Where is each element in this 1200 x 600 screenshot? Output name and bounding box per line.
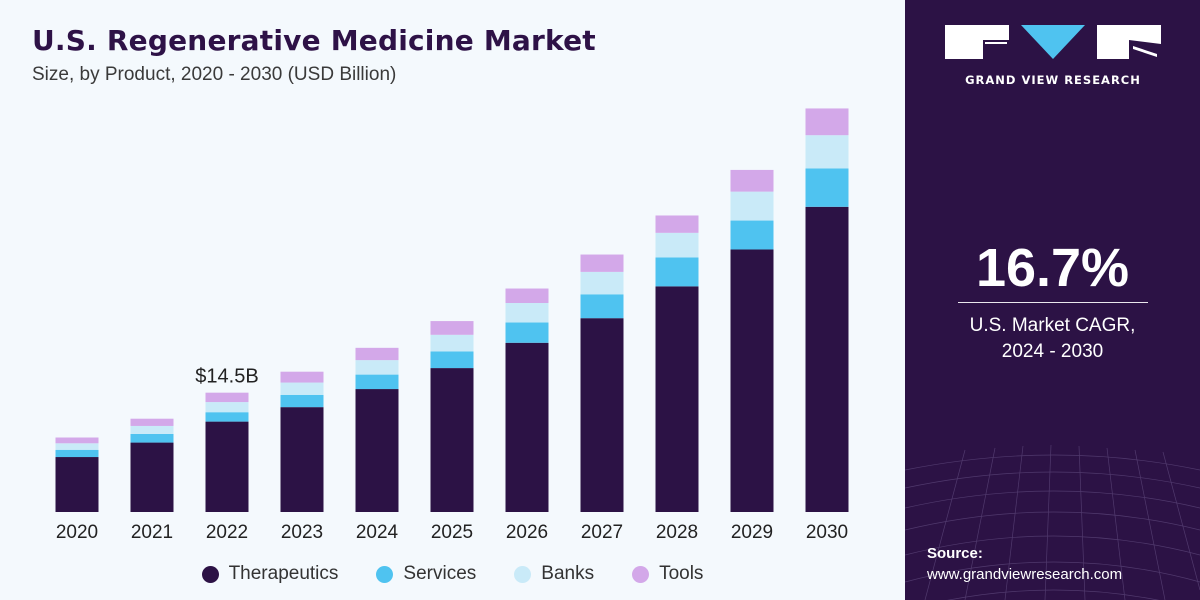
bar-segment-banks-2025 — [430, 334, 474, 352]
legend-swatch — [632, 565, 650, 583]
bar-segment-services-2028 — [655, 257, 699, 287]
bar-segment-services-2025 — [430, 351, 474, 369]
stacked-bar-chart: 2020 2021 2022 $14.5B 2023 2024 2025 2026 2027 20… — [55, 108, 849, 543]
bar-segment-banks-2028 — [655, 232, 699, 258]
legend-swatch — [514, 565, 532, 583]
legend-swatch — [376, 565, 394, 583]
brand-logo: GRAND VIEW RESEARCH — [943, 22, 1163, 87]
bar-segment-banks-2027 — [580, 271, 624, 295]
gvr-logo-icon — [945, 25, 1161, 59]
bar-segment-banks-2020 — [55, 443, 99, 450]
bar-segment-services-2029 — [730, 220, 774, 250]
bar-segment-tools-2026 — [505, 288, 549, 303]
legend-swatch — [201, 565, 219, 583]
bar-segment-services-2021 — [130, 433, 174, 443]
cagr-label-line1: U.S. Market CAGR, — [969, 315, 1136, 336]
source-note: Source: www.grandviewresearch.com — [927, 543, 1122, 585]
x-tick-label: 2021 — [131, 522, 173, 543]
bar-segment-banks-2026 — [505, 302, 549, 323]
bar-segment-banks-2029 — [730, 191, 774, 221]
chart-panel: U.S. Regenerative Medicine Market Size, … — [0, 0, 905, 600]
bar-segment-therapeutics-2030 — [805, 206, 849, 512]
bar-segment-banks-2030 — [805, 135, 849, 169]
x-tick-label: 2030 — [806, 522, 848, 543]
bar-segment-tools-2028 — [655, 215, 699, 233]
bar-segment-tools-2023 — [280, 371, 324, 383]
bar-segment-therapeutics-2028 — [655, 286, 699, 512]
x-tick-label: 2024 — [356, 522, 399, 543]
bar-segment-banks-2024 — [355, 360, 399, 375]
brand-name: GRAND VIEW RESEARCH — [965, 73, 1141, 87]
x-tick-label: 2029 — [731, 522, 773, 543]
bar-segment-services-2027 — [580, 294, 624, 319]
bar-segment-tools-2024 — [355, 347, 399, 361]
legend-label: Banks — [541, 563, 595, 584]
bar-segment-tools-2027 — [580, 254, 624, 272]
bar-segment-therapeutics-2027 — [580, 318, 624, 512]
x-tick-label: 2028 — [656, 522, 698, 543]
bar-segment-tools-2021 — [130, 418, 174, 426]
x-tick-label: 2026 — [506, 522, 548, 543]
legend-label: Tools — [659, 563, 704, 584]
legend-item-services: Services — [376, 563, 476, 585]
cagr-label-line2: 2024 - 2030 — [1001, 341, 1104, 362]
bar-segment-banks-2021 — [130, 425, 174, 434]
bar-segment-therapeutics-2023 — [280, 407, 324, 512]
bar-segment-services-2020 — [55, 449, 99, 458]
legend-item-tools: Tools — [632, 563, 703, 585]
bar-segment-therapeutics-2024 — [355, 389, 399, 512]
bar-segment-therapeutics-2022 — [205, 421, 249, 512]
wireframe-grid-decoration — [905, 444, 1200, 600]
source-label: Source: — [927, 545, 983, 562]
bar-segment-tools-2025 — [430, 321, 474, 335]
data-label-annotation: $14.5B — [195, 366, 258, 388]
cagr-divider — [957, 302, 1148, 303]
chart-legend: Therapeutics Services Banks Tools — [0, 563, 905, 585]
bar-segment-therapeutics-2021 — [130, 442, 174, 512]
chart-subtitle: Size, by Product, 2020 - 2030 (USD Billi… — [32, 64, 397, 85]
cagr-callout: 16.7% U.S. Market CAGR, 2024 - 2030 — [905, 238, 1200, 365]
bar-segment-tools-2020 — [55, 437, 99, 444]
x-tick-label: 2023 — [281, 522, 323, 543]
bar-segment-services-2024 — [355, 374, 399, 390]
bar-segment-therapeutics-2025 — [430, 368, 474, 512]
x-tick-label: 2025 — [431, 522, 473, 543]
info-panel: GRAND VIEW RESEARCH 16.7% U.S. Market CA… — [905, 0, 1200, 600]
cagr-value: 16.7% — [975, 238, 1130, 298]
x-tick-label: 2020 — [56, 522, 98, 543]
bar-segment-services-2023 — [280, 394, 324, 408]
x-tick-label: 2027 — [581, 522, 623, 543]
legend-item-banks: Banks — [514, 563, 594, 585]
bar-segment-therapeutics-2029 — [730, 249, 774, 513]
bar-segment-services-2022 — [205, 412, 249, 422]
bar-segment-services-2026 — [505, 322, 549, 343]
bar-segment-banks-2023 — [280, 382, 324, 395]
bar-segment-therapeutics-2026 — [505, 342, 549, 512]
bar-segment-therapeutics-2020 — [55, 457, 99, 512]
x-tick-label: 2022 — [206, 522, 248, 543]
legend-item-therapeutics: Therapeutics — [201, 563, 339, 585]
chart-title: U.S. Regenerative Medicine Market — [32, 24, 596, 57]
bar-segment-tools-2022 — [205, 392, 249, 403]
bar-segment-banks-2022 — [205, 402, 249, 413]
bar-segment-tools-2030 — [805, 108, 849, 136]
legend-label: Services — [403, 563, 477, 584]
bar-segment-services-2030 — [805, 168, 849, 207]
source-url[interactable]: www.grandviewresearch.com — [927, 566, 1123, 583]
bar-segment-tools-2029 — [730, 169, 774, 192]
legend-label: Therapeutics — [228, 563, 339, 584]
